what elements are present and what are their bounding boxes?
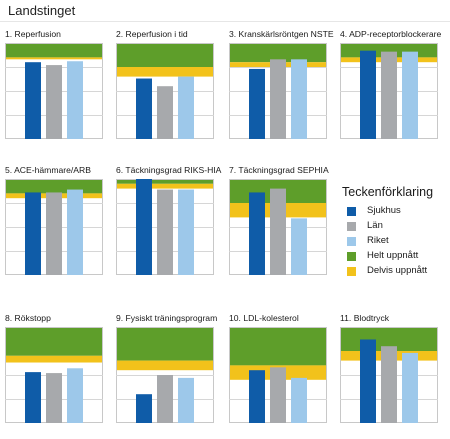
chart-plot	[116, 43, 214, 139]
bar-sjukhus	[249, 68, 265, 139]
target-band-full	[229, 43, 327, 63]
chart-panel: 5. ACE-hämmare/ARB	[5, 165, 111, 281]
bar-ln	[46, 373, 62, 423]
bar-riket	[402, 352, 418, 423]
legend-swatch	[347, 267, 356, 276]
bar-riket	[67, 61, 83, 139]
target-band-full	[5, 43, 103, 58]
legend-title: Teckenförklaring	[342, 185, 434, 199]
chart-title: 8. Rökstopp	[5, 313, 51, 323]
bar-ln	[157, 189, 173, 275]
chart-title: 2. Reperfusion i tid	[116, 29, 188, 39]
legend-label: Sjukhus	[367, 205, 401, 216]
bar-ln	[46, 192, 62, 275]
bar-sjukhus	[249, 192, 265, 275]
chart-panel: 6. Täckningsgrad RIKS-HIA	[116, 165, 222, 281]
bar-ln	[46, 65, 62, 139]
target-band-partial	[116, 183, 214, 189]
chart-plot	[5, 179, 103, 275]
chart-plot	[5, 43, 103, 139]
legend-swatch	[347, 222, 356, 231]
chart-plot	[229, 327, 327, 423]
legend-items: Sjukhus Län Riket Helt uppnått Delvis uppnåt…	[342, 204, 450, 279]
bar-riket	[178, 189, 194, 275]
target-band-full	[116, 43, 214, 67]
chart-title: 11. Blodtryck	[340, 313, 390, 323]
bar-sjukhus	[25, 62, 41, 139]
bar-sjukhus	[249, 370, 265, 423]
legend-swatch	[347, 237, 356, 246]
chart-plot	[229, 179, 327, 275]
legend-item: Helt uppnått	[342, 249, 450, 264]
legend-label: Delvis uppnått	[367, 265, 428, 276]
chart-panel: 3. Kranskärlsröntgen NSTE	[229, 29, 335, 145]
chart-panel: 1. Reperfusion	[5, 29, 111, 145]
bar-sjukhus	[25, 192, 41, 275]
chart-panel: 7. Täckningsgrad SEPHIA	[229, 165, 335, 281]
bar-riket	[178, 377, 194, 423]
legend-label: Riket	[367, 235, 389, 246]
chart-panel: 9. Fysiskt träningsprogram	[116, 313, 222, 429]
chart-panel: 2. Reperfusion i tid	[116, 29, 222, 145]
bar-riket	[291, 218, 307, 275]
chart-panel: 4. ADP-receptorblockerare	[340, 29, 446, 145]
bar-sjukhus	[136, 179, 152, 275]
chart-title: 6. Täckningsgrad RIKS-HIA	[116, 165, 222, 175]
bar-riket	[291, 59, 307, 139]
chart-title: 5. ACE-hämmare/ARB	[5, 165, 91, 175]
legend-item: Delvis uppnått	[342, 264, 450, 279]
legend-swatch	[347, 252, 356, 261]
bar-riket	[291, 377, 307, 423]
bar-ln	[270, 59, 286, 139]
target-band-full	[229, 327, 327, 366]
chart-title: 9. Fysiskt träningsprogram	[116, 313, 218, 323]
bar-sjukhus	[360, 339, 376, 423]
chart-title: 7. Täckningsgrad SEPHIA	[229, 165, 329, 175]
bar-ln	[381, 346, 397, 423]
legend-label: Län	[367, 220, 383, 231]
target-band-full	[5, 327, 103, 356]
target-band-partial	[5, 355, 103, 363]
title-divider	[0, 21, 450, 22]
chart-panel: 11. Blodtryck	[340, 313, 446, 429]
target-band-partial	[116, 67, 214, 77]
chart-panel: 10. LDL-kolesterol	[229, 313, 335, 429]
chart-title: 4. ADP-receptorblockerare	[340, 29, 442, 39]
bar-ln	[270, 188, 286, 275]
target-band-partial	[116, 360, 214, 371]
bar-riket	[67, 368, 83, 423]
chart-plot	[340, 43, 438, 139]
bar-sjukhus	[360, 50, 376, 139]
bar-riket	[178, 76, 194, 139]
chart-plot	[5, 327, 103, 423]
target-band-full	[116, 327, 214, 361]
chart-plot	[116, 179, 214, 275]
bar-sjukhus	[136, 394, 152, 423]
bar-ln	[157, 86, 173, 139]
legend-item: Län	[342, 219, 450, 234]
bar-sjukhus	[25, 372, 41, 423]
legend-item: Riket	[342, 234, 450, 249]
bar-ln	[157, 375, 173, 423]
bar-sjukhus	[136, 78, 152, 139]
legend-label: Helt uppnått	[367, 250, 419, 261]
target-band-partial	[5, 57, 103, 60]
chart-plot	[340, 327, 438, 423]
legend-swatch	[347, 207, 356, 216]
bar-riket	[67, 189, 83, 275]
chart-panel: 8. Rökstopp	[5, 313, 111, 429]
bar-ln	[270, 367, 286, 423]
legend-item: Sjukhus	[342, 204, 450, 219]
chart-plot	[229, 43, 327, 139]
bar-ln	[381, 51, 397, 139]
page-title: Landstinget	[8, 3, 76, 18]
chart-title: 10. LDL-kolesterol	[229, 313, 299, 323]
chart-plot	[116, 327, 214, 423]
target-band-full	[5, 179, 103, 194]
bar-riket	[402, 51, 418, 139]
legend: Teckenförklaring Sjukhus Län Riket Helt upp…	[342, 185, 450, 279]
chart-title: 3. Kranskärlsröntgen NSTE	[229, 29, 334, 39]
target-band-full	[116, 179, 214, 184]
chart-title: 1. Reperfusion	[5, 29, 61, 39]
